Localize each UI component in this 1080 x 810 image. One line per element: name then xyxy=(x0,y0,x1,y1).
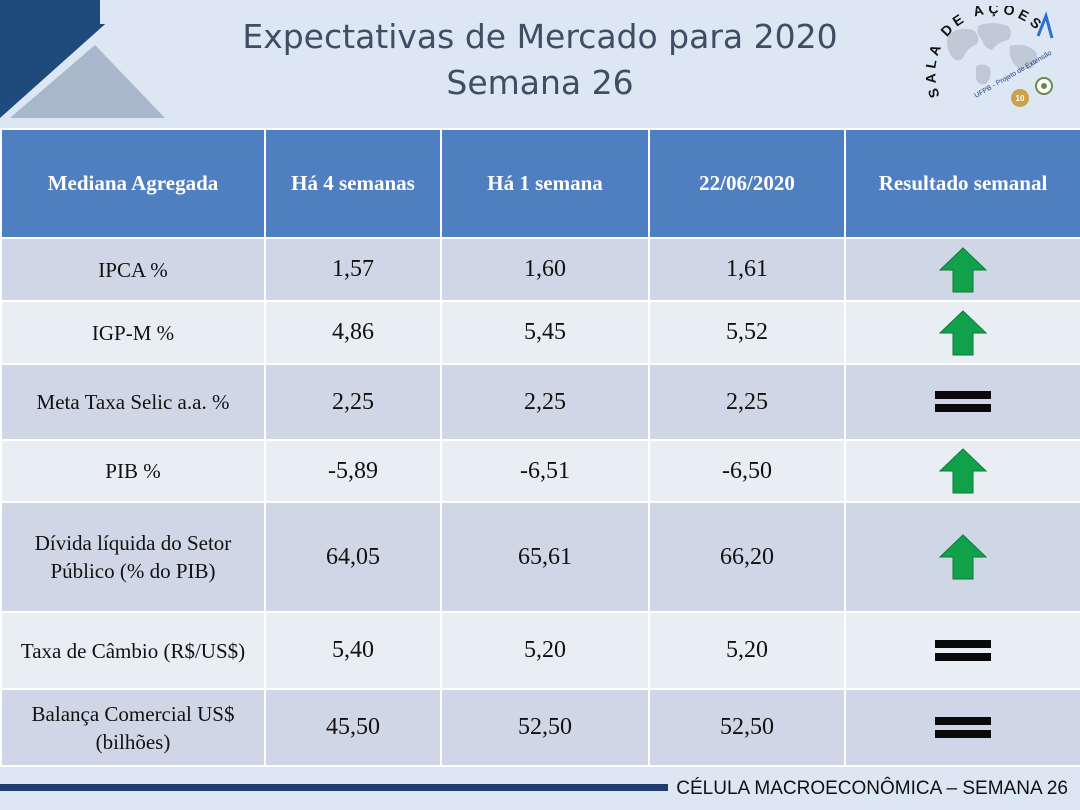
value-current: 2,25 xyxy=(648,363,846,441)
value-1-week-ago: 65,61 xyxy=(440,501,650,613)
expectations-table-container: Mediana Agregada Há 4 semanas Há 1 seman… xyxy=(0,128,1080,767)
column-header: Há 1 semana xyxy=(440,128,650,239)
footer-divider xyxy=(0,784,668,791)
weekly-result-cell xyxy=(844,439,1080,503)
value-4-weeks-ago: 1,57 xyxy=(264,237,442,302)
table-row: IGP-M % 4,86 5,45 5,52 xyxy=(0,300,1080,365)
row-label: IPCA % xyxy=(0,237,266,302)
arrow-up-icon xyxy=(938,246,988,292)
equal-icon xyxy=(935,716,991,738)
value-4-weeks-ago: 5,40 xyxy=(264,611,442,690)
value-current: 66,20 xyxy=(648,501,846,613)
equal-icon xyxy=(935,391,991,412)
column-header: 22/06/2020 xyxy=(648,128,846,239)
value-1-week-ago: 5,45 xyxy=(440,300,650,365)
row-label: Taxa de Câmbio (R$/US$) xyxy=(0,611,266,690)
value-current: -6,50 xyxy=(648,439,846,503)
logo-badge-text: 10 xyxy=(1016,94,1025,103)
value-4-weeks-ago: 45,50 xyxy=(264,688,442,767)
value-1-week-ago: -6,51 xyxy=(440,439,650,503)
equal-icon xyxy=(935,639,991,661)
value-4-weeks-ago: -5,89 xyxy=(264,439,442,503)
value-4-weeks-ago: 64,05 xyxy=(264,501,442,613)
value-1-week-ago: 1,60 xyxy=(440,237,650,302)
slide-header: Expectativas de Mercado para 2020 Semana… xyxy=(0,0,1080,122)
column-header: Mediana Agregada xyxy=(0,128,266,239)
footer-caption: CÉLULA MACROECONÔMICA – SEMANA 26 xyxy=(676,778,1068,799)
table-row: IPCA % 1,57 1,60 1,61 xyxy=(0,237,1080,302)
weekly-result-cell xyxy=(844,237,1080,302)
weekly-result-cell xyxy=(844,363,1080,441)
row-label: PIB % xyxy=(0,439,266,503)
arrow-up-icon xyxy=(938,309,988,355)
value-current: 5,52 xyxy=(648,300,846,365)
row-label: Dívida líquida do Setor Público (% do PI… xyxy=(0,501,266,613)
column-header: Resultado semanal xyxy=(844,128,1080,239)
table-row: Taxa de Câmbio (R$/US$) 5,40 5,20 5,20 xyxy=(0,611,1080,690)
table-row: PIB % -5,89 -6,51 -6,50 xyxy=(0,439,1080,503)
sala-de-acoes-logo: SALA DE AÇÕES UFPB - Projeto de Extensão… xyxy=(922,6,1054,107)
value-current: 52,50 xyxy=(648,688,846,767)
weekly-result-cell xyxy=(844,611,1080,690)
row-label: Meta Taxa Selic a.a. % xyxy=(0,363,266,441)
value-4-weeks-ago: 2,25 xyxy=(264,363,442,441)
value-current: 1,61 xyxy=(648,237,846,302)
table-row: Meta Taxa Selic a.a. % 2,25 2,25 2,25 xyxy=(0,363,1080,441)
table-row: Balança Comercial US$ (bilhões) 45,50 52… xyxy=(0,688,1080,767)
weekly-result-cell xyxy=(844,501,1080,613)
value-current: 5,20 xyxy=(648,611,846,690)
corner-decoration xyxy=(0,0,170,118)
value-1-week-ago: 2,25 xyxy=(440,363,650,441)
value-1-week-ago: 5,20 xyxy=(440,611,650,690)
table-row: Dívida líquida do Setor Público (% do PI… xyxy=(0,501,1080,613)
page-title: Expectativas de Mercado para 2020 Semana… xyxy=(160,14,920,106)
expectations-table: Mediana Agregada Há 4 semanas Há 1 seman… xyxy=(0,128,1080,767)
title-line-2: Semana 26 xyxy=(446,63,634,102)
arrow-up-icon xyxy=(938,534,988,580)
column-header: Há 4 semanas xyxy=(264,128,442,239)
arrow-up-icon xyxy=(938,448,988,494)
table-header-row: Mediana Agregada Há 4 semanas Há 1 seman… xyxy=(0,128,1080,239)
title-line-1: Expectativas de Mercado para 2020 xyxy=(242,17,838,56)
row-label: IGP-M % xyxy=(0,300,266,365)
value-4-weeks-ago: 4,86 xyxy=(264,300,442,365)
value-1-week-ago: 52,50 xyxy=(440,688,650,767)
row-label: Balança Comercial US$ (bilhões) xyxy=(0,688,266,767)
weekly-result-cell xyxy=(844,300,1080,365)
weekly-result-cell xyxy=(844,688,1080,767)
